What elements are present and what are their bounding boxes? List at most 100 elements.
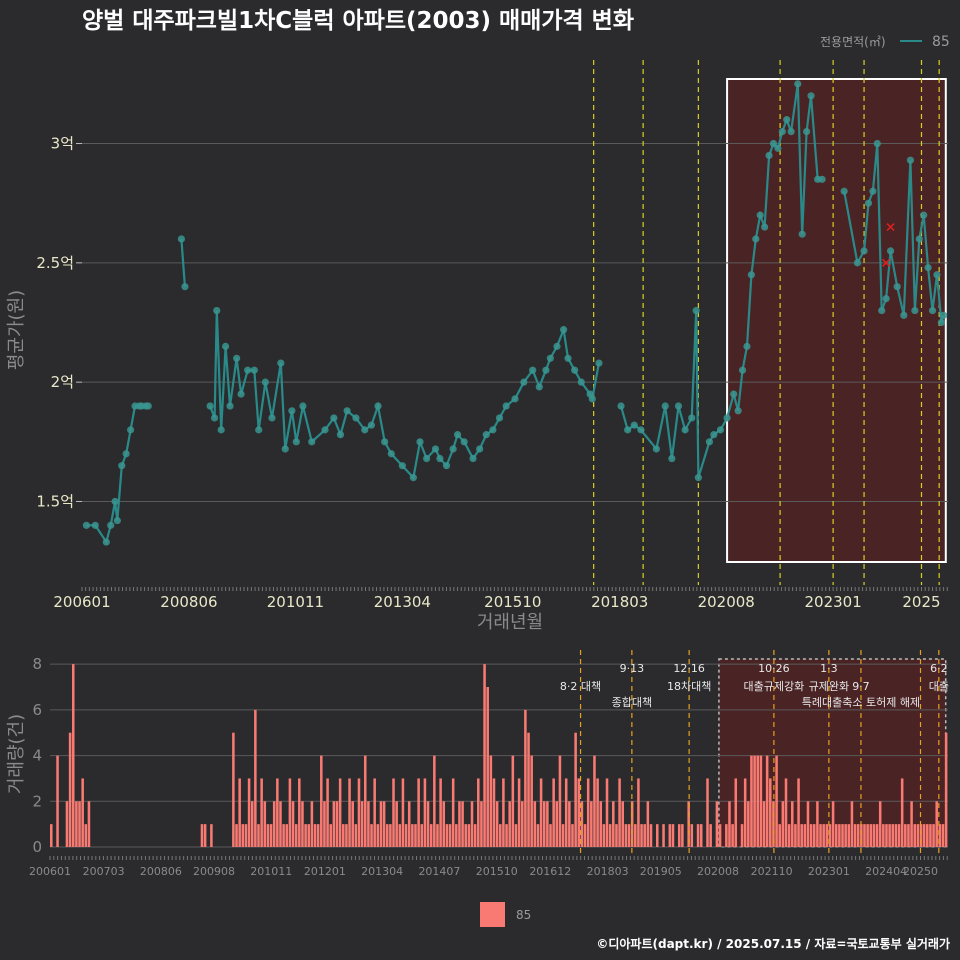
volume-bar	[778, 824, 781, 847]
volume-bar	[640, 824, 643, 847]
legend-top: 전용면적(㎡) 85	[820, 34, 950, 50]
volume-bar	[477, 778, 480, 847]
volume-bar	[539, 778, 543, 847]
price-point	[423, 454, 431, 463]
volume-bar	[841, 824, 844, 847]
price-point	[840, 187, 848, 195]
price-point	[624, 426, 632, 434]
price-point	[747, 271, 755, 279]
volume-bar	[50, 824, 53, 847]
volume-bar	[370, 824, 373, 847]
volume-bar	[517, 778, 521, 847]
price-point	[469, 454, 477, 463]
volume-bar	[451, 778, 455, 847]
volume-bar	[448, 824, 452, 847]
volume-bar	[834, 824, 838, 847]
outlier-mark	[882, 258, 891, 267]
volume-bar	[671, 824, 675, 847]
volume-bar	[307, 824, 311, 847]
volume-bar	[417, 778, 420, 847]
policy-annotation: 1·3	[820, 662, 838, 675]
volume-bar	[853, 824, 857, 847]
volume-bar	[411, 824, 414, 847]
y-tick-label: 2.5억	[36, 254, 74, 272]
policy-annotation: 18차대책	[667, 680, 711, 693]
volume-bar	[844, 824, 847, 847]
price-point	[336, 431, 345, 439]
volume-bar	[56, 755, 59, 847]
volume-bar	[662, 824, 665, 847]
volume-bar	[285, 824, 289, 847]
price-point	[920, 211, 928, 219]
volume-bar	[401, 778, 405, 847]
price-point	[206, 402, 214, 410]
price-point	[869, 187, 877, 195]
volume-bar	[602, 824, 606, 847]
price-point	[118, 462, 126, 470]
price-point	[387, 450, 395, 458]
price-point	[82, 521, 91, 529]
policy-annotation: 특례대출축소 토허제 해제	[802, 695, 920, 709]
price-point	[787, 127, 795, 136]
price-point	[292, 438, 300, 446]
x-tick-label: 201011	[267, 593, 324, 611]
volume-bar	[856, 824, 860, 847]
price-point	[774, 144, 782, 152]
x-tick-label: 202301	[804, 593, 861, 611]
price-point	[730, 390, 738, 398]
volume-bar	[838, 824, 841, 847]
volume-bar	[743, 778, 747, 847]
volume-x-tick-label: 200806	[140, 865, 182, 878]
price-point	[798, 230, 806, 238]
volume-bar	[414, 824, 417, 847]
price-point	[449, 445, 457, 453]
highlight-box	[726, 78, 947, 563]
volume-bar	[558, 755, 562, 847]
policy-annotation: 8·2 대책	[560, 680, 601, 693]
volume-bar	[699, 824, 703, 847]
volume-bar	[681, 824, 684, 847]
volume-bar	[524, 709, 527, 847]
price-point	[244, 366, 252, 374]
price-point	[281, 445, 289, 453]
volume-bar	[655, 824, 659, 847]
volume-bar	[564, 778, 568, 847]
volume-bar	[634, 824, 637, 847]
volume-x-tick-label: 202301	[808, 865, 850, 878]
footer-credit: ©디아파트(dapt.kr) / 2025.07.15 / 자료=국토교통부 실…	[596, 936, 950, 951]
volume-bar	[81, 778, 84, 847]
volume-bar	[627, 824, 631, 847]
volume-bar	[740, 824, 744, 847]
price-point	[668, 454, 676, 463]
volume-bar	[913, 824, 917, 847]
price-point	[864, 199, 873, 207]
volume-bar	[759, 755, 763, 847]
volume-x-tick-label: 201304	[361, 865, 403, 878]
policy-annotation: 대출규제강화	[744, 680, 805, 693]
volume-bar	[473, 824, 477, 847]
x-tick-label: 201304	[374, 593, 431, 611]
volume-bar	[392, 778, 395, 847]
policy-annotation: 6·2	[930, 662, 948, 675]
volume-bar	[464, 824, 468, 847]
volume-bar	[875, 824, 879, 847]
policy-annotation: 종합대책	[612, 696, 652, 709]
price-point	[261, 378, 269, 386]
volume-bar	[511, 755, 515, 847]
price-point	[352, 414, 360, 422]
volume-bar	[910, 801, 913, 847]
volume-bar	[326, 778, 329, 847]
volume-x-tick-label: 201407	[418, 865, 460, 878]
volume-bar	[825, 824, 829, 847]
volume-bar	[574, 732, 577, 847]
volume-bar	[266, 824, 270, 847]
x-axis-title: 거래년월	[477, 612, 543, 633]
volume-bar	[900, 778, 904, 847]
volume-bar	[932, 824, 935, 847]
volume-bar	[263, 801, 267, 847]
volume-bar	[781, 801, 785, 847]
volume-bar	[342, 824, 345, 847]
volume-bar	[426, 801, 430, 847]
volume-bar	[546, 801, 549, 847]
price-point	[803, 127, 811, 136]
